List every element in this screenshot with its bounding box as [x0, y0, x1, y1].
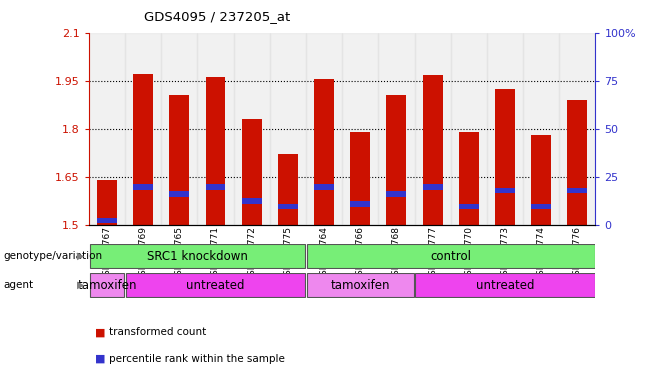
Bar: [422, 184, 443, 190]
Bar: [234, 33, 270, 225]
Bar: [314, 79, 334, 225]
Bar: [97, 180, 117, 225]
Bar: [169, 191, 190, 197]
FancyBboxPatch shape: [415, 273, 595, 297]
Bar: [495, 89, 515, 225]
Text: tamoxifen: tamoxifen: [330, 279, 390, 291]
Bar: [133, 184, 153, 190]
Text: transformed count: transformed count: [109, 327, 206, 337]
Bar: [415, 33, 451, 225]
Bar: [241, 119, 262, 225]
Bar: [314, 184, 334, 190]
Bar: [306, 33, 342, 225]
Bar: [422, 75, 443, 225]
Text: untreated: untreated: [476, 279, 534, 291]
Bar: [89, 33, 125, 225]
Text: ▶: ▶: [77, 280, 84, 290]
Bar: [278, 154, 298, 225]
Bar: [197, 33, 234, 225]
Text: GDS4095 / 237205_at: GDS4095 / 237205_at: [144, 10, 290, 23]
Bar: [386, 95, 407, 225]
Text: genotype/variation: genotype/variation: [3, 251, 103, 261]
Text: ■: ■: [95, 327, 106, 337]
Bar: [523, 33, 559, 225]
Bar: [495, 187, 515, 193]
Bar: [350, 132, 370, 225]
Bar: [567, 187, 588, 193]
Bar: [125, 33, 161, 225]
Bar: [241, 198, 262, 204]
Bar: [459, 204, 479, 209]
Text: tamoxifen: tamoxifen: [77, 279, 137, 291]
Bar: [278, 204, 298, 209]
Bar: [205, 78, 226, 225]
Bar: [459, 132, 479, 225]
Bar: [378, 33, 415, 225]
Text: agent: agent: [3, 280, 34, 290]
Text: untreated: untreated: [186, 279, 245, 291]
Text: ▶: ▶: [77, 251, 84, 261]
FancyBboxPatch shape: [89, 273, 124, 297]
Bar: [487, 33, 523, 225]
Bar: [133, 74, 153, 225]
Bar: [270, 33, 306, 225]
FancyBboxPatch shape: [126, 273, 305, 297]
Bar: [97, 218, 117, 223]
Bar: [531, 135, 551, 225]
Bar: [169, 95, 190, 225]
Bar: [451, 33, 487, 225]
Bar: [531, 204, 551, 209]
Bar: [559, 33, 595, 225]
FancyBboxPatch shape: [307, 244, 595, 268]
FancyBboxPatch shape: [307, 273, 414, 297]
Text: control: control: [430, 250, 471, 263]
Text: ■: ■: [95, 354, 106, 364]
Bar: [567, 100, 588, 225]
Bar: [161, 33, 197, 225]
Bar: [342, 33, 378, 225]
Bar: [350, 201, 370, 207]
Bar: [205, 184, 226, 190]
FancyBboxPatch shape: [89, 244, 305, 268]
Text: SRC1 knockdown: SRC1 knockdown: [147, 250, 248, 263]
Text: percentile rank within the sample: percentile rank within the sample: [109, 354, 284, 364]
Bar: [386, 191, 407, 197]
